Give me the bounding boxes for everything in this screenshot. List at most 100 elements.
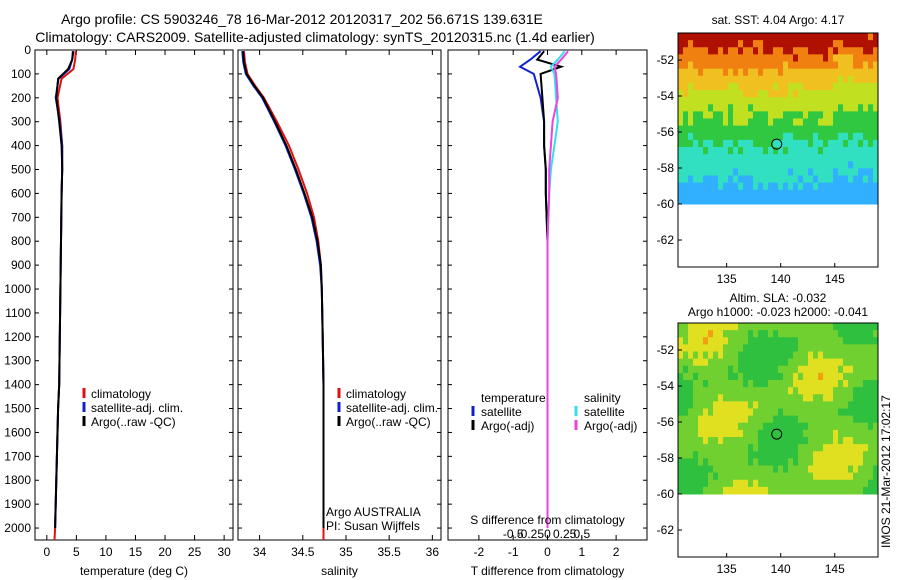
sst_map-cell xyxy=(743,118,749,127)
sst_map-cell xyxy=(733,61,739,70)
sla_map-cell xyxy=(778,479,784,488)
sst_map-cell xyxy=(743,125,749,134)
sla_map-cell xyxy=(763,358,769,367)
sla_map-cell xyxy=(753,472,759,481)
sst_map-cell xyxy=(718,68,724,77)
sst_map-cell xyxy=(788,111,794,119)
sla_map-cell xyxy=(808,429,814,438)
sla_map-cell xyxy=(708,365,714,374)
sla_map-cell xyxy=(723,465,729,474)
sla_map-cell xyxy=(843,408,849,417)
sst_map-cell xyxy=(723,168,729,176)
sla_map-cell xyxy=(718,344,724,352)
sst_map-cell xyxy=(738,196,744,205)
sla_map-cell xyxy=(873,444,879,452)
sst_map-cell xyxy=(723,147,729,155)
sst_map-cell xyxy=(808,97,814,105)
sst_map-cell xyxy=(753,33,759,41)
sla_map-cell xyxy=(778,408,784,417)
sla_map-cell xyxy=(723,444,729,452)
sst_map-cell xyxy=(853,61,859,70)
sla_map-cell xyxy=(818,358,824,367)
sla_map-cell xyxy=(743,337,749,345)
sst_map-cell xyxy=(873,182,879,191)
sla_map-cell xyxy=(783,365,789,374)
sla_map-cell xyxy=(848,479,854,488)
sst_map-cell xyxy=(853,90,859,98)
sst_map-cell xyxy=(838,33,844,41)
depth-tick-label: 1500 xyxy=(4,402,31,416)
sla_map-title: Altim. SLA: -0.032 xyxy=(730,291,827,305)
sst_map-cell xyxy=(723,132,729,141)
sla_map-cell xyxy=(868,422,874,431)
sst_map-cell xyxy=(863,75,869,84)
sla_map-cell xyxy=(753,365,759,374)
sla_map-cell xyxy=(733,479,739,488)
sst_map-cell xyxy=(748,111,754,119)
sst_map-cell xyxy=(738,68,744,77)
sla_map-cell xyxy=(853,337,859,345)
sla_map-cell xyxy=(768,380,774,388)
sst_map-cell xyxy=(818,189,824,198)
sst_map-cell xyxy=(818,111,824,119)
sla_map-cell xyxy=(713,372,719,381)
sst_map-cell xyxy=(793,168,799,176)
sla_map-cell xyxy=(683,337,689,345)
sst_map-cell xyxy=(823,68,829,77)
sla_map-cell xyxy=(758,451,764,459)
sst_map-cell xyxy=(748,33,754,41)
sla_map-cell xyxy=(833,415,839,424)
sla_map-cell xyxy=(773,358,779,367)
sst_map-cell xyxy=(723,175,729,184)
sla_map-cell xyxy=(703,472,709,481)
depth-tick-label: 500 xyxy=(11,163,31,177)
sla_map-cell xyxy=(843,344,849,352)
sla_map-cell xyxy=(848,358,854,367)
depth-tick-label: 900 xyxy=(11,258,31,272)
sst_map-cell xyxy=(818,75,824,84)
sla_map-cell xyxy=(853,444,859,452)
sst_map-cell xyxy=(798,104,804,112)
sst_map-xtick-label: 140 xyxy=(771,272,791,286)
sla_map-cell xyxy=(763,437,769,445)
sst_map-cell xyxy=(728,111,734,119)
sla_map-cell xyxy=(723,479,729,488)
sst_map-cell xyxy=(698,147,704,155)
sst_map-cell xyxy=(858,82,864,91)
sst_map-cell xyxy=(703,125,709,134)
sla_map-cell xyxy=(858,479,864,488)
sst_map-cell xyxy=(858,61,864,70)
temperature-xtick-label: 25 xyxy=(188,545,202,559)
sla_map-cell xyxy=(683,408,689,417)
sla_map-cell xyxy=(873,408,879,417)
sla_map-cell xyxy=(693,437,699,445)
sla_map-cell xyxy=(683,422,689,431)
sla_map-cell xyxy=(778,451,784,459)
sst_map-cell xyxy=(808,118,814,127)
sla_map-cell xyxy=(798,401,804,409)
sla_map-subtitle: Argo h1000: -0.023 h2000: -0.041 xyxy=(688,305,868,319)
sla_map-cell xyxy=(678,458,684,466)
sla_map-cell xyxy=(788,486,794,495)
sla_map-cell xyxy=(798,344,804,352)
sst_map-cell xyxy=(733,111,739,119)
sla_map-cell xyxy=(713,351,719,360)
sst_map-cell xyxy=(743,75,749,84)
sla_map-cell xyxy=(803,408,809,417)
sla_map-cell xyxy=(808,365,814,374)
panels: 0100200300400500600700800900100011001200… xyxy=(4,13,879,578)
sla_map-cell xyxy=(723,429,729,438)
sst_map-cell xyxy=(863,97,869,105)
sla_map-cell xyxy=(793,330,799,338)
sst_map-cell xyxy=(863,61,869,70)
sla_map-cell xyxy=(793,415,799,424)
sla_map-cell xyxy=(868,444,874,452)
sst_map-cell xyxy=(708,54,714,62)
salinity-xtick-label: 35.5 xyxy=(377,545,401,559)
sla_map-cell xyxy=(788,351,794,360)
sst_map-cell xyxy=(853,111,859,119)
sla_map-cell xyxy=(703,323,709,331)
sst_map-cell xyxy=(828,33,834,41)
sst_map-cell xyxy=(728,90,734,98)
sst_map-cell xyxy=(833,111,839,119)
